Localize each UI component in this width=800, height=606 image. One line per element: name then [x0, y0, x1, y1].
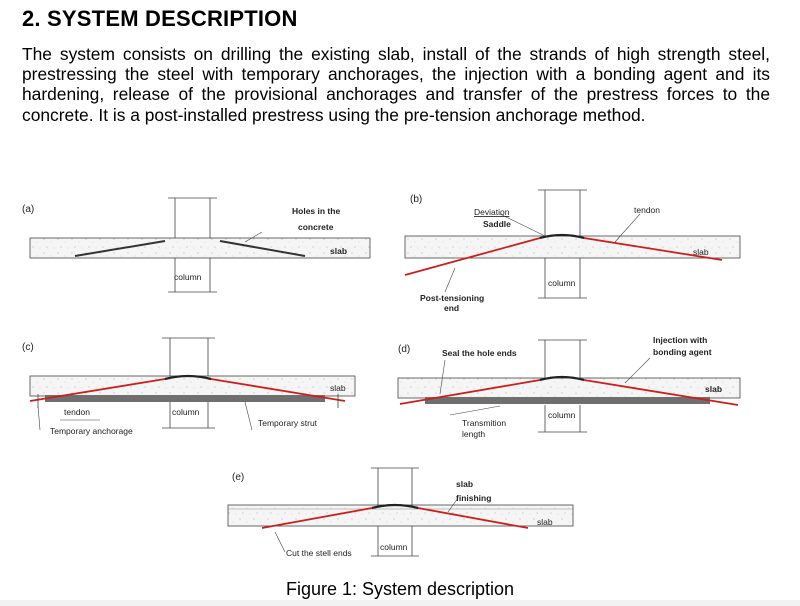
label-tendon-b: tendon	[634, 205, 660, 215]
hole-left-a	[74, 240, 166, 257]
temporary-strut-d	[425, 397, 710, 404]
bottom-strip	[0, 600, 800, 606]
label-holes-a-1: Holes in the	[292, 206, 340, 216]
label-slab-c: slab	[330, 383, 346, 393]
saddle-b	[539, 233, 585, 240]
slab-e	[227, 504, 574, 527]
label-column-d: column	[548, 410, 576, 420]
panel-c: (c) slab tendon column Temporary strut T…	[22, 337, 356, 436]
panel-c-tag: (c)	[22, 342, 34, 353]
label-holes-a-2: concrete	[298, 222, 334, 232]
label-slab-finishing-e-1: slab	[456, 479, 473, 489]
system-description-figure: (a) Holes in the concrete slab column (b…	[22, 189, 741, 558]
label-saddle-b: Saddle	[483, 219, 511, 229]
label-cut-e: Cut the stell ends	[286, 548, 352, 558]
label-post-b-2: end	[444, 303, 459, 313]
panel-b: (b) Deviation Saddle tendon slab column …	[404, 189, 741, 313]
label-temporary-anchorage-c: Temporary anchorage	[50, 426, 133, 436]
panel-b-tag: (b)	[410, 194, 422, 205]
label-deviation-b: Deviation	[474, 207, 510, 217]
label-slab-d: slab	[705, 384, 722, 394]
label-slab-a: slab	[330, 246, 347, 256]
label-slab-e: slab	[537, 517, 553, 527]
label-injection-d-1: Injection with	[653, 335, 707, 345]
label-transmission-d-1: Transmition	[462, 418, 506, 428]
label-column-a: column	[174, 272, 202, 282]
panel-e-tag: (e)	[232, 472, 244, 483]
label-column-b: column	[548, 278, 576, 288]
label-column-c: column	[172, 407, 200, 417]
panel-a-tag: (a)	[22, 204, 34, 215]
panel-a: (a) Holes in the concrete slab column	[22, 197, 371, 293]
label-column-e: column	[380, 542, 408, 552]
section-heading: 2. SYSTEM DESCRIPTION	[22, 6, 298, 31]
temporary-strut-c	[45, 395, 325, 402]
label-slab-finishing-e-2: finishing	[456, 493, 491, 503]
section-paragraph: The system consists on drilling the exis…	[22, 44, 770, 125]
hole-right-a	[219, 240, 306, 257]
label-seal-d: Seal the hole ends	[442, 348, 517, 358]
label-tendon-c: tendon	[64, 407, 90, 417]
label-post-b-1: Post-tensioning	[420, 293, 484, 303]
label-temporary-strut-c: Temporary strut	[258, 418, 318, 428]
label-injection-d-2: bonding agent	[653, 347, 712, 357]
label-transmission-d-2: length	[462, 429, 485, 439]
panel-e: (e) slab finishing slab Cut the stell en…	[227, 467, 574, 558]
label-slab-b: slab	[693, 247, 709, 257]
figure-caption: Figure 1: System description	[285, 579, 515, 599]
panel-d-tag: (d)	[398, 344, 410, 355]
panel-d: (d) Seal the hole ends Injection with bo…	[397, 335, 741, 439]
